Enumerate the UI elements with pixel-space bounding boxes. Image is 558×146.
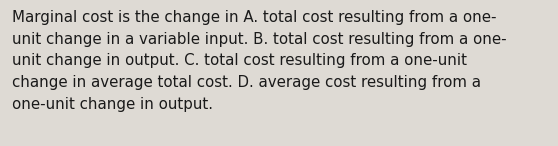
Text: Marginal cost is the change in A. total cost resulting from a one-
unit change i: Marginal cost is the change in A. total … — [12, 10, 507, 112]
